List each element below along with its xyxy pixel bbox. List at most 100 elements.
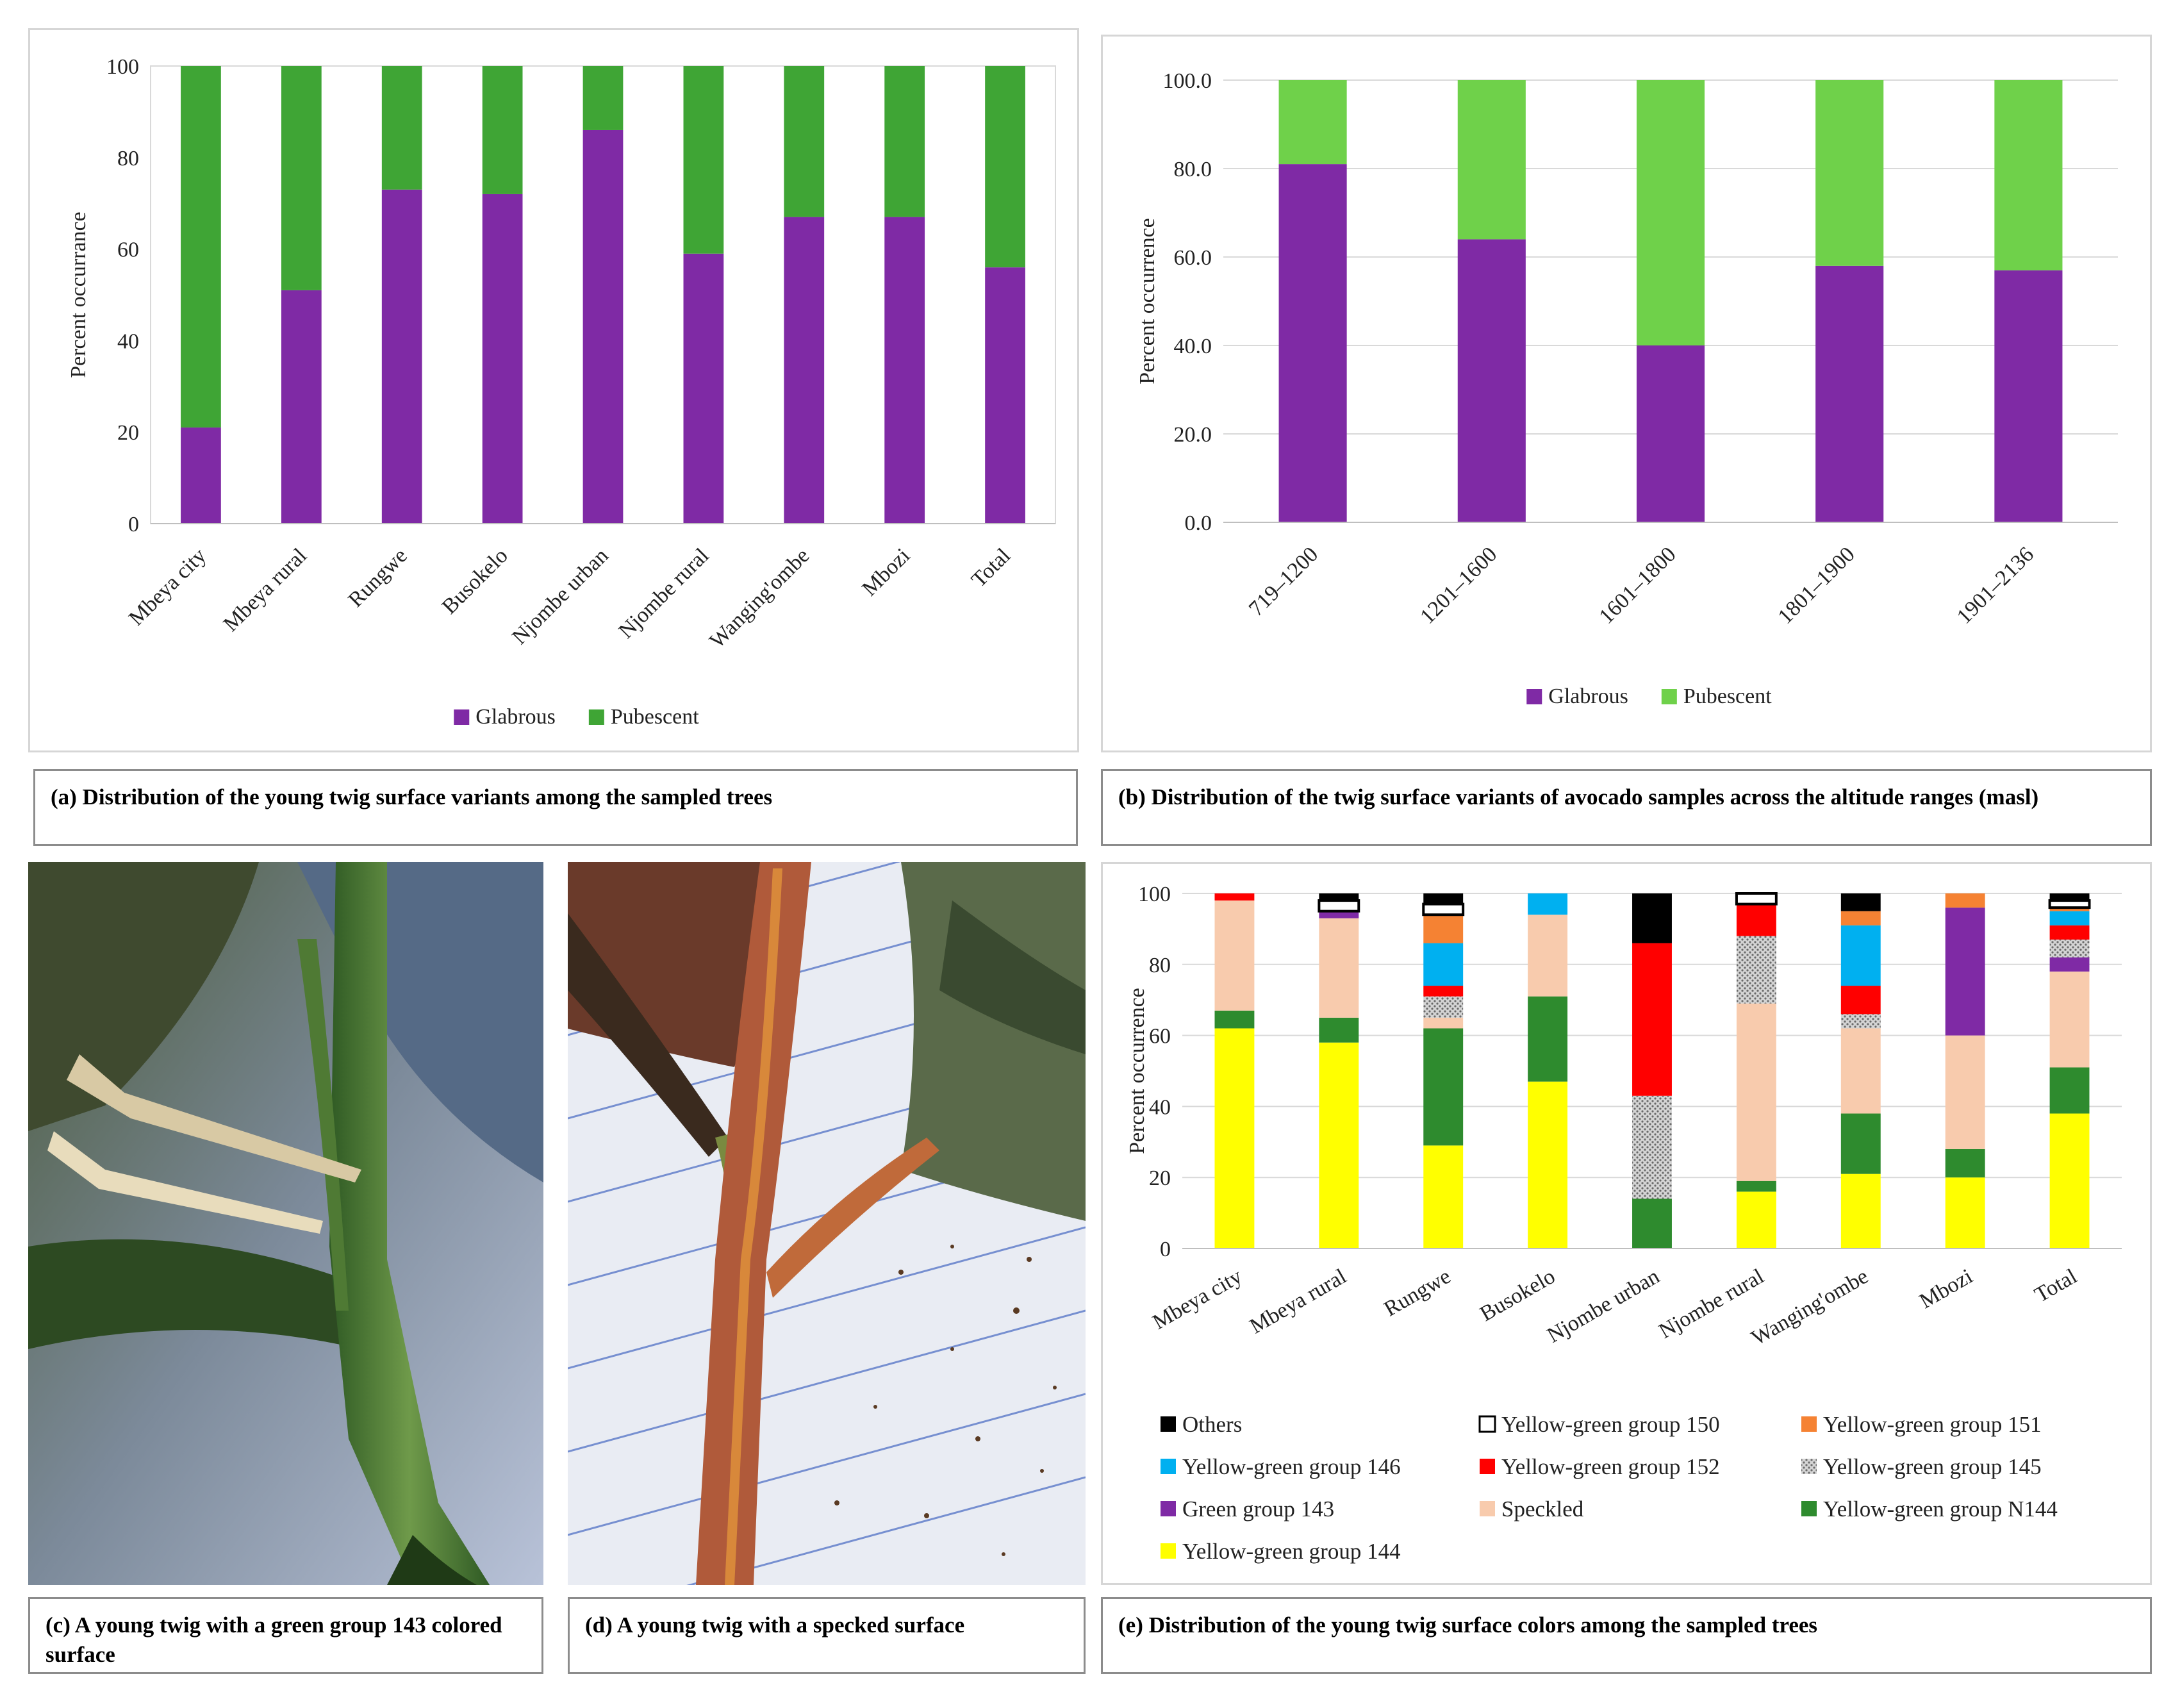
legend-label-yellow-green-group-151: Yellow-green group 151 bbox=[1823, 1412, 2042, 1437]
bar-glabrous-719-1200 bbox=[1278, 164, 1347, 523]
bar-pubescent-rungwe bbox=[381, 66, 422, 190]
bar-speckled-rungwe bbox=[1423, 1017, 1464, 1029]
x-tick-label: Busokelo bbox=[438, 543, 513, 618]
y-tick-label: 80 bbox=[1149, 954, 1171, 977]
x-tick-label: Njombe urban bbox=[508, 543, 613, 649]
x-tick-label: Busokelo bbox=[1476, 1264, 1559, 1326]
x-tick-label: Mbeya city bbox=[1149, 1264, 1246, 1334]
bar-pubescent-mbeya-rural bbox=[281, 66, 322, 290]
bar-glabrous-njombe-rural bbox=[683, 253, 724, 524]
bar-glabrous-1601-1800 bbox=[1636, 345, 1705, 522]
bar-glabrous-1901-2136 bbox=[1994, 270, 2063, 522]
bar-yellow-green-group-146-busokelo bbox=[1528, 893, 1568, 915]
y-tick-label: 0 bbox=[128, 513, 139, 536]
y-tick-label: 60 bbox=[1149, 1025, 1171, 1049]
bar-glabrous-rungwe bbox=[381, 189, 422, 524]
bar-glabrous-njombe-urban bbox=[582, 129, 624, 524]
bar-pubescent-1601-1800 bbox=[1636, 80, 1705, 345]
panel-b-frame: 0.0 20.0 40.0 60.0 80.0 100.0 719–1200 1201–160… bbox=[1101, 35, 2152, 752]
bar-yellow-green-group-152-mbeya-city bbox=[1214, 893, 1255, 901]
legend-label-pubescent: Pubescent bbox=[1683, 684, 1772, 708]
x-tick-label: Total bbox=[2031, 1264, 2081, 1307]
bar-glabrous-wanging-ombe bbox=[784, 217, 825, 524]
bar-pubescent-njombe-urban bbox=[582, 66, 624, 130]
legend-swatch-glabrous bbox=[1526, 689, 1542, 704]
x-tick-label: Wanging'ombe bbox=[705, 543, 814, 652]
legend-swatch-yellow-green-group-151 bbox=[1801, 1416, 1817, 1432]
bar-pubescent-total bbox=[985, 66, 1025, 268]
caption-b: (b) Distribution of the twig surface var… bbox=[1101, 769, 2152, 846]
y-tick-label: 100 bbox=[1138, 883, 1171, 906]
bar-glabrous-1801-1900 bbox=[1815, 265, 1884, 522]
y-tick-label: 40 bbox=[117, 329, 139, 353]
x-tick-label: Wanging'ombe bbox=[1747, 1264, 1872, 1350]
bar-others-njombe-urban bbox=[1632, 893, 1672, 943]
legend-label-pubescent: Pubescent bbox=[611, 705, 699, 729]
bar-glabrous-total bbox=[985, 267, 1025, 524]
legend-label-speckled: Speckled bbox=[1501, 1497, 1584, 1521]
bar-speckled-mbozi bbox=[1945, 1035, 1985, 1149]
legend-swatch-pubescent bbox=[1661, 689, 1677, 704]
y-tick-label: 100 bbox=[106, 55, 139, 79]
bar-yellow-green-group-144-mbozi bbox=[1945, 1177, 1985, 1248]
bar-yellow-green-group-151-mbozi bbox=[1945, 893, 1985, 908]
x-tick-label: Mbozi bbox=[857, 543, 914, 601]
x-tick-label: Mbeya rural bbox=[219, 543, 311, 636]
bar-yellow-green-group-n144-njombe-urban bbox=[1632, 1198, 1672, 1248]
bar-glabrous-mbeya-rural bbox=[281, 290, 322, 524]
bar-speckled-busokelo bbox=[1528, 915, 1568, 997]
bar-yellow-green-group-n144-total bbox=[2049, 1067, 2090, 1114]
y-tick-label: 20 bbox=[117, 421, 139, 445]
x-tick-label: 1601–1800 bbox=[1594, 542, 1680, 628]
bar-yellow-green-group-150-mbeya-rural bbox=[1318, 899, 1360, 913]
x-tick-label: Mbeya rural bbox=[1246, 1264, 1350, 1339]
y-axis-label: Percent occurrence bbox=[1136, 218, 1159, 385]
x-tick-label: 1901–2136 bbox=[1953, 542, 2038, 628]
caption-c: (c) A young twig with a green group 143 … bbox=[28, 1597, 543, 1674]
bar-green-group-143-total bbox=[2049, 957, 2090, 972]
bar-yellow-green-group-146-rungwe bbox=[1423, 943, 1464, 986]
chart-e: 0 20 40 60 80 100 Mbeya city Mbeya rural Rungwe B… bbox=[1125, 883, 2122, 1564]
y-axis-label: Percent occurrance bbox=[67, 211, 90, 378]
bar-yellow-green-group-n144-busokelo bbox=[1528, 996, 1568, 1082]
y-tick-label: 100.0 bbox=[1163, 69, 1212, 93]
twig-speckled-image bbox=[568, 862, 1086, 1585]
y-axis-label: Percent occurrence bbox=[1125, 988, 1149, 1154]
legend-swatch-yellow-green-group-150 bbox=[1478, 1415, 1496, 1433]
bar-speckled-njombe-rural bbox=[1736, 1003, 1776, 1181]
bar-speckled-wanging-ombe bbox=[1840, 1028, 1881, 1114]
x-tick-label: 1201–1600 bbox=[1416, 542, 1501, 628]
bar-yellow-green-group-n144-mbeya-city bbox=[1214, 1010, 1255, 1029]
legend-swatch-yellow-green-group-145 bbox=[1801, 1459, 1817, 1474]
x-tick-label: Njombe urban bbox=[1543, 1264, 1664, 1348]
y-tick-label: 0.0 bbox=[1185, 511, 1212, 535]
panel-a-frame: 0 20 40 60 80 100 Mbeya city Mbeya rural Rungwe B… bbox=[28, 28, 1079, 752]
caption-e: (e) Distribution of the young twig surfa… bbox=[1101, 1597, 2152, 1674]
y-tick-label: 80 bbox=[117, 147, 139, 170]
bar-yellow-green-group-145-rungwe bbox=[1423, 996, 1464, 1018]
legend-swatch-yellow-green-group-146 bbox=[1161, 1459, 1176, 1474]
bar-yellow-green-group-n144-rungwe bbox=[1423, 1028, 1464, 1146]
bar-speckled-mbeya-city bbox=[1214, 900, 1255, 1011]
bar-others-rungwe bbox=[1423, 893, 1464, 904]
legend-swatch-others bbox=[1161, 1416, 1176, 1432]
legend-label-yellow-green-group-n144: Yellow-green group N144 bbox=[1823, 1497, 2058, 1521]
x-tick-label: 1801–1900 bbox=[1774, 542, 1860, 628]
bar-pubescent-mbozi bbox=[884, 66, 925, 217]
bar-yellow-green-group-151-wanging-ombe bbox=[1840, 911, 1881, 925]
x-tick-label: Total bbox=[967, 543, 1015, 592]
bar-yellow-green-group-n144-mbozi bbox=[1945, 1148, 1985, 1178]
bar-yellow-green-group-152-njombe-rural bbox=[1736, 904, 1776, 936]
chart-b: 0.0 20.0 40.0 60.0 80.0 100.0 719–1200 1201–160… bbox=[1136, 69, 2118, 708]
legend-label-others: Others bbox=[1182, 1412, 1242, 1437]
legend-swatch-speckled bbox=[1480, 1501, 1495, 1516]
x-tick-label: Rungwe bbox=[344, 543, 412, 611]
bar-pubescent-njombe-rural bbox=[683, 66, 724, 254]
bar-others-total bbox=[2049, 893, 2090, 901]
bar-yellow-green-group-144-wanging-ombe bbox=[1840, 1173, 1881, 1248]
bar-yellow-green-group-144-mbeya-rural bbox=[1319, 1042, 1359, 1248]
legend-label-glabrous: Glabrous bbox=[1548, 684, 1628, 708]
bar-yellow-green-group-152-njombe-urban bbox=[1632, 943, 1672, 1096]
x-tick-label: Mbeya city bbox=[124, 543, 211, 630]
photo-green-twig bbox=[28, 862, 543, 1585]
